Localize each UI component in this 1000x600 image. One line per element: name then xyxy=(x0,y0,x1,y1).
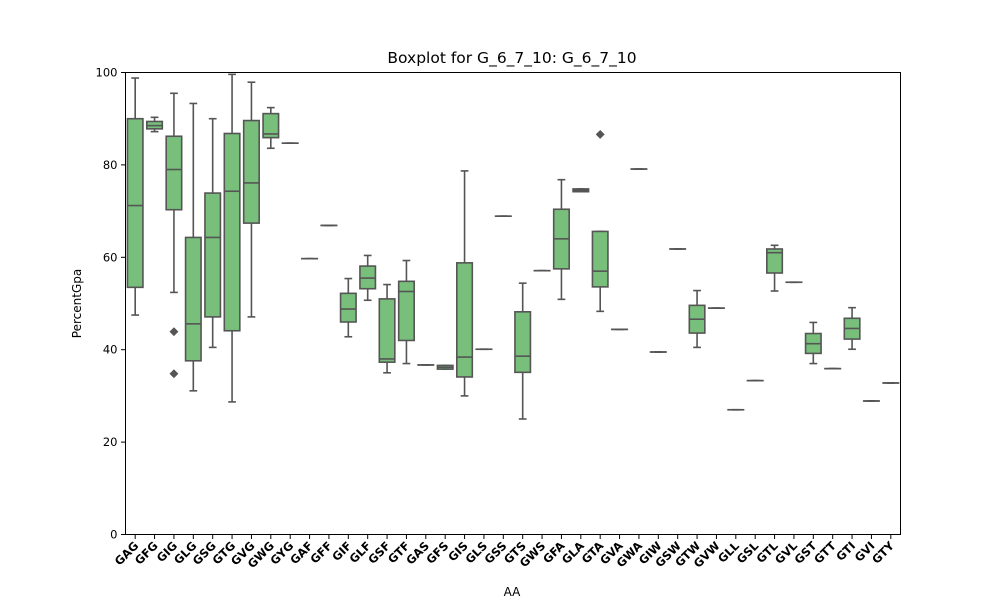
outlier-point xyxy=(169,327,179,337)
y-tick-label: 80 xyxy=(103,158,118,172)
box-gts xyxy=(514,311,532,374)
y-tick-label: 0 xyxy=(110,528,117,542)
box-gag xyxy=(126,117,144,289)
plot-frame xyxy=(125,72,901,535)
box-gif xyxy=(339,292,357,323)
box-gig xyxy=(165,135,183,211)
box-gtl xyxy=(766,248,784,274)
box-gtg xyxy=(223,132,241,332)
y-tick-label: 40 xyxy=(103,343,118,357)
y-tick-label: 20 xyxy=(103,435,118,449)
box-gtf xyxy=(397,280,415,342)
box-gis xyxy=(456,262,474,378)
box-gsf xyxy=(378,298,396,363)
y-tick-label: 100 xyxy=(96,66,118,80)
box-gta xyxy=(591,230,609,288)
x-axis-title: AA xyxy=(504,585,522,599)
box-gwg xyxy=(262,112,280,139)
chart-title: Boxplot for G_6_7_10: G_6_7_10 xyxy=(387,49,636,68)
box-gsg xyxy=(204,192,222,318)
box-gvg xyxy=(242,119,260,224)
outlier-point xyxy=(169,369,179,379)
box-glg xyxy=(184,236,202,362)
y-tick-label: 60 xyxy=(103,250,118,264)
y-axis-title: PercentGpa xyxy=(70,269,84,338)
outlier-point xyxy=(595,129,605,139)
